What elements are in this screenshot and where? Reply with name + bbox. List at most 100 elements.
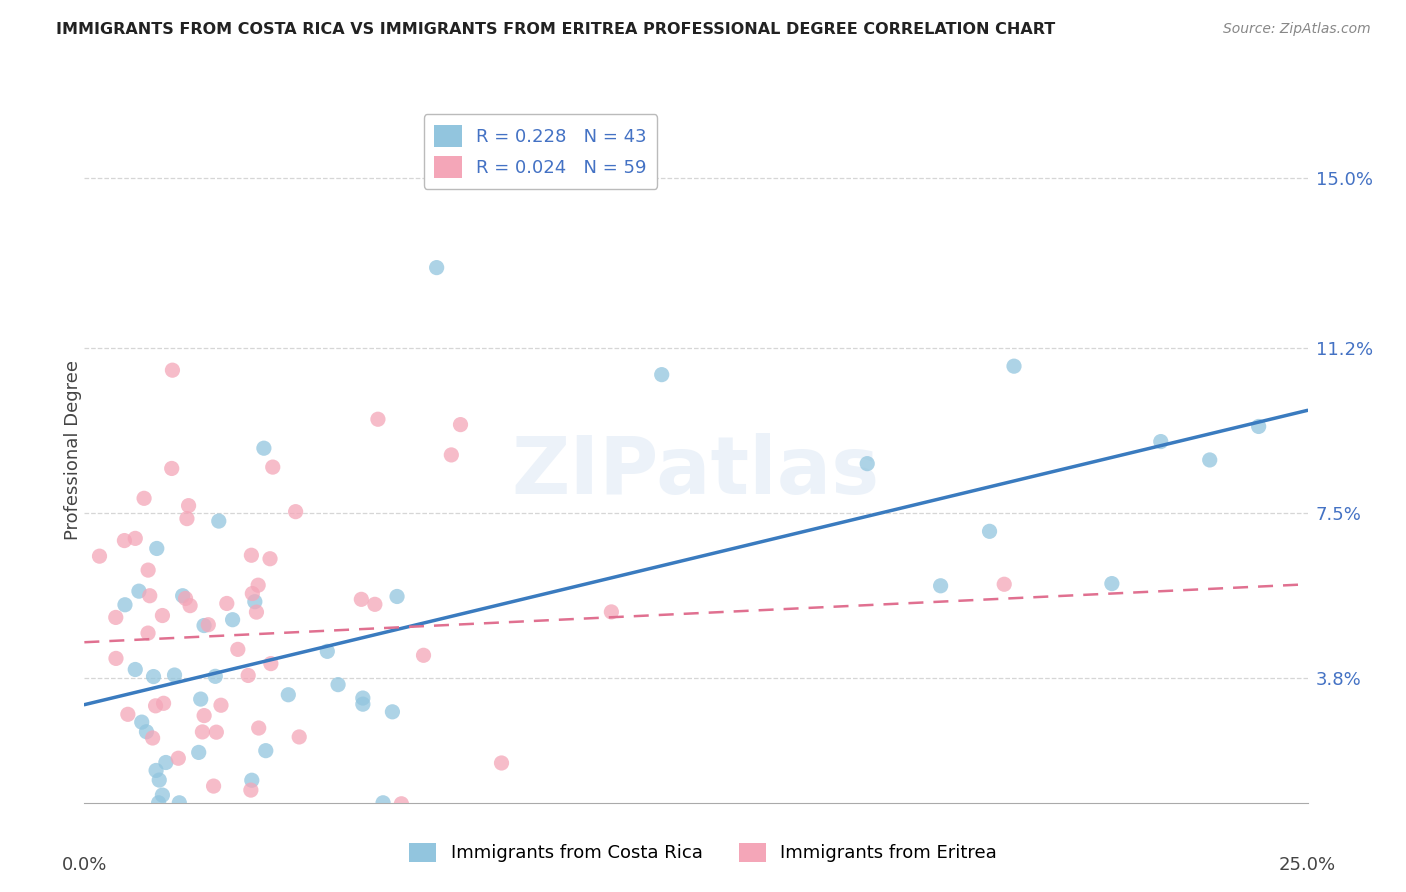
Point <box>204 669 226 683</box>
Point <box>316 644 339 658</box>
Point <box>350 592 373 607</box>
Point <box>979 524 1001 539</box>
Legend: Immigrants from Costa Rica, Immigrants from Eritrea: Immigrants from Costa Rica, Immigrants f… <box>402 836 1004 870</box>
Point <box>155 756 177 770</box>
Point <box>856 457 879 471</box>
Point <box>148 773 170 788</box>
Text: 25.0%: 25.0% <box>1279 856 1336 874</box>
Point <box>193 708 215 723</box>
Point <box>240 586 263 600</box>
Point <box>172 589 194 603</box>
Point <box>426 260 449 275</box>
Point <box>128 584 150 599</box>
Point <box>215 597 238 611</box>
Point <box>124 663 146 677</box>
Text: ZIPatlas: ZIPatlas <box>512 433 880 510</box>
Point <box>152 788 174 802</box>
Point <box>226 642 249 657</box>
Point <box>148 796 170 810</box>
Point <box>117 707 139 722</box>
Point <box>245 605 267 619</box>
Point <box>176 511 198 525</box>
Point <box>929 579 952 593</box>
Point <box>651 368 673 382</box>
Point <box>190 692 212 706</box>
Point <box>254 744 277 758</box>
Point <box>491 756 513 770</box>
Point <box>131 715 153 730</box>
Point <box>1101 576 1123 591</box>
Text: IMMIGRANTS FROM COSTA RICA VS IMMIGRANTS FROM ERITREA PROFESSIONAL DEGREE CORREL: IMMIGRANTS FROM COSTA RICA VS IMMIGRANTS… <box>56 22 1056 37</box>
Point <box>262 460 284 475</box>
Point <box>136 563 159 577</box>
Point <box>152 608 174 623</box>
Point <box>139 589 162 603</box>
Point <box>371 796 394 810</box>
Point <box>381 705 404 719</box>
Point <box>367 412 389 426</box>
Point <box>162 363 184 377</box>
Point <box>174 591 197 606</box>
Point <box>247 721 270 735</box>
Point <box>1002 359 1025 374</box>
Point <box>600 605 623 619</box>
Point <box>253 441 276 455</box>
Point <box>412 648 434 663</box>
Point <box>104 610 127 624</box>
Y-axis label: Professional Degree: Professional Degree <box>65 360 82 541</box>
Point <box>209 698 232 713</box>
Point <box>260 657 283 671</box>
Point <box>326 678 349 692</box>
Point <box>163 668 186 682</box>
Point <box>259 551 281 566</box>
Point <box>440 448 463 462</box>
Point <box>179 599 201 613</box>
Point <box>205 725 228 739</box>
Point <box>125 818 148 832</box>
Point <box>208 514 231 528</box>
Point <box>1150 434 1173 449</box>
Point <box>247 578 270 592</box>
Point <box>243 595 266 609</box>
Point <box>385 590 408 604</box>
Point <box>132 491 155 506</box>
Text: 0.0%: 0.0% <box>62 856 107 874</box>
Point <box>89 549 111 564</box>
Point <box>284 505 307 519</box>
Point <box>239 783 262 797</box>
Point <box>240 773 263 788</box>
Point <box>221 613 243 627</box>
Point <box>169 796 191 810</box>
Point <box>200 818 222 832</box>
Point <box>104 651 127 665</box>
Point <box>238 668 260 682</box>
Point <box>197 617 219 632</box>
Point <box>277 688 299 702</box>
Point <box>193 618 215 632</box>
Point <box>160 461 183 475</box>
Point <box>202 779 225 793</box>
Point <box>145 764 167 778</box>
Point <box>240 548 263 562</box>
Point <box>993 577 1015 591</box>
Point <box>1198 453 1220 467</box>
Point <box>191 725 214 739</box>
Point <box>352 691 374 706</box>
Point <box>124 532 146 546</box>
Legend: R = 0.228   N = 43, R = 0.024   N = 59: R = 0.228 N = 43, R = 0.024 N = 59 <box>423 114 658 189</box>
Point <box>136 626 159 640</box>
Point <box>135 724 157 739</box>
Point <box>1247 419 1270 434</box>
Point <box>145 698 167 713</box>
Point <box>177 499 200 513</box>
Point <box>187 746 209 760</box>
Point <box>146 541 169 556</box>
Point <box>242 811 264 825</box>
Point <box>114 598 136 612</box>
Point <box>142 731 165 745</box>
Point <box>152 696 174 710</box>
Point <box>112 533 135 548</box>
Text: Source: ZipAtlas.com: Source: ZipAtlas.com <box>1223 22 1371 37</box>
Point <box>450 417 472 432</box>
Point <box>364 598 387 612</box>
